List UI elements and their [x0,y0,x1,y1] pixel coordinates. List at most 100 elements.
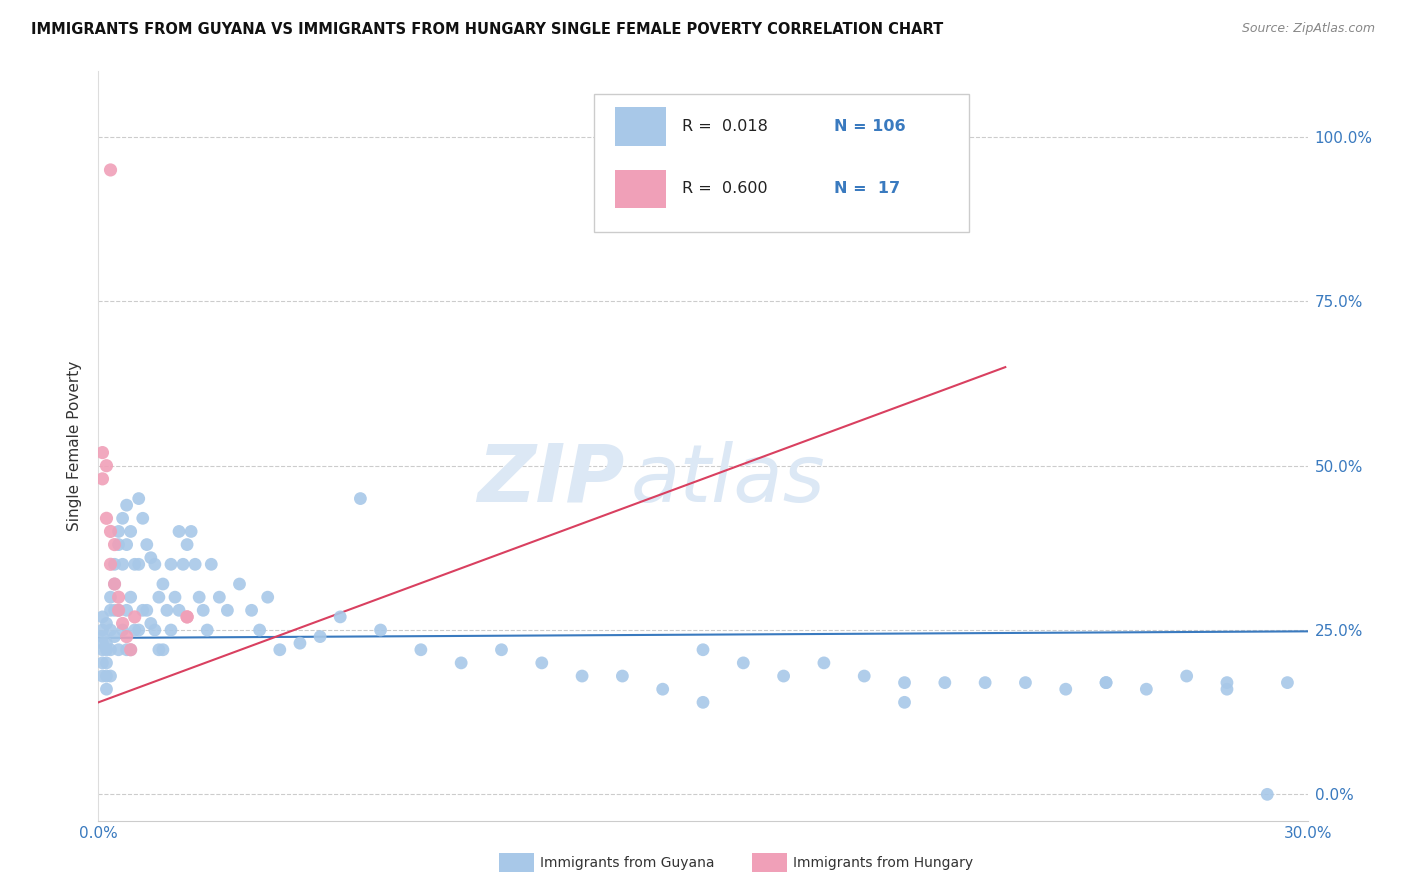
Point [96,616,118,631]
Point [91,636,114,650]
Point [120,642,142,657]
Point [107,524,129,539]
Point [571,669,593,683]
Point [111,558,134,572]
Point [176,538,198,552]
Point [103,577,125,591]
Point [115,630,138,644]
Point [107,642,129,657]
Point [772,669,794,683]
Point [329,610,352,624]
Point [107,603,129,617]
Point [111,616,134,631]
Point [115,538,138,552]
Point [893,675,915,690]
Point [1135,682,1157,697]
Point [91,623,114,637]
Point [124,623,146,637]
Point [152,577,174,591]
Point [491,642,513,657]
Point [100,163,122,178]
Point [450,656,472,670]
Text: R =  0.018: R = 0.018 [682,119,768,134]
Point [115,642,138,657]
Point [107,603,129,617]
Point [96,636,118,650]
Point [167,524,190,539]
Point [349,491,371,506]
Point [409,642,432,657]
Point [100,669,122,683]
Point [96,642,118,657]
Text: IMMIGRANTS FROM GUYANA VS IMMIGRANTS FROM HUNGARY SINGLE FEMALE POVERTY CORRELAT: IMMIGRANTS FROM GUYANA VS IMMIGRANTS FRO… [31,22,943,37]
Point [813,656,835,670]
Point [1014,675,1036,690]
Point [91,642,114,657]
Point [934,675,956,690]
Point [96,511,118,525]
Point [132,511,155,525]
Point [195,623,218,637]
Point [96,656,118,670]
Point [148,642,170,657]
Point [1216,682,1239,697]
Point [100,603,122,617]
Point [152,642,174,657]
Point [269,642,291,657]
Point [1216,675,1239,690]
Point [160,558,183,572]
Point [853,669,876,683]
Point [1095,675,1118,690]
Point [249,623,271,637]
Point [91,445,114,459]
Point [107,590,129,604]
Point [100,623,122,637]
Point [208,590,231,604]
Point [103,558,125,572]
Point [100,524,122,539]
Point [103,630,125,644]
Point [1277,675,1299,690]
Point [139,616,162,631]
Point [100,558,122,572]
Point [128,623,150,637]
Point [135,603,157,617]
Point [124,610,146,624]
Point [128,491,150,506]
FancyBboxPatch shape [614,107,665,146]
Point [256,590,278,604]
Text: R =  0.600: R = 0.600 [682,181,768,196]
Point [103,603,125,617]
Text: atlas: atlas [630,441,825,519]
Point [176,610,198,624]
Point [1054,682,1077,697]
Point [135,538,157,552]
Point [530,656,553,670]
Point [692,695,714,709]
Point [163,590,186,604]
Point [91,669,114,683]
Point [124,558,146,572]
Y-axis label: Single Female Poverty: Single Female Poverty [67,361,83,531]
Point [120,642,142,657]
Point [139,550,162,565]
Point [115,603,138,617]
Point [176,610,198,624]
Point [115,498,138,512]
FancyBboxPatch shape [595,94,969,233]
Text: Immigrants from Hungary: Immigrants from Hungary [793,855,973,870]
Point [128,558,150,572]
Point [974,675,997,690]
Point [692,642,714,657]
Point [103,538,125,552]
Point [309,630,332,644]
Point [100,590,122,604]
Text: N = 106: N = 106 [834,119,905,134]
Point [132,603,155,617]
Point [893,695,915,709]
Point [100,642,122,657]
Point [228,577,250,591]
Point [200,558,222,572]
Point [148,590,170,604]
Point [172,558,194,572]
